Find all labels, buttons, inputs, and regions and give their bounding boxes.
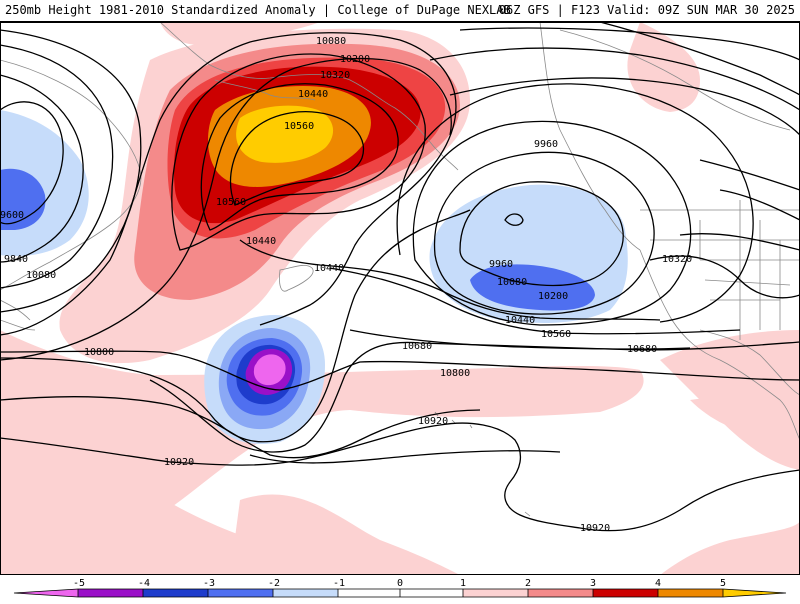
- contour-label-10440-mid2: 10440: [314, 263, 344, 274]
- colorbar-swatch-neg4: [78, 589, 143, 597]
- contour-label-10560-top: 10560: [284, 121, 314, 132]
- colorbar-tick-pos2: 2: [525, 578, 531, 589]
- colorbar-ticks: -5 -4 -3 -2 -1 0 1 2 3 4 5: [73, 578, 726, 589]
- anomaly-fill-positive-5: [236, 105, 334, 163]
- map-title: 250mb Height 1981-2010 Standardized Anom…: [5, 3, 511, 17]
- contour-label-10800-left: 10800: [84, 347, 114, 358]
- colorbar-swatch-pos1: [463, 589, 528, 597]
- height-contours: [0, 22, 800, 532]
- contour-label-10920-mid: 10920: [418, 416, 448, 427]
- colorbar-tick-pos5: 5: [720, 578, 726, 589]
- contour-label-10560-mid: 10560: [216, 197, 246, 208]
- contour-label-10080-left: 10080: [26, 270, 56, 281]
- contour-label-10560-low: 10560: [541, 329, 571, 340]
- colorbar-swatch-pos3: [593, 589, 658, 597]
- colorbar-tick-pos1: 1: [460, 578, 466, 589]
- contour-label-10920-bottom: 10920: [580, 523, 610, 534]
- colorbar-tick-neg5: -5: [73, 578, 85, 589]
- contour-label-9960-ne: 9960: [534, 139, 558, 150]
- colorbar-swatch-zero-neg: [338, 589, 400, 597]
- contour-label-9840-left: 9840: [4, 254, 28, 265]
- colorbar-swatch-neg3: [143, 589, 208, 597]
- colorbar-swatch-neg1: [273, 589, 338, 597]
- contour-label-10320-east: 10320: [662, 254, 692, 265]
- colorbar-tick-neg3: -3: [203, 578, 215, 589]
- colorbar-tick-neg4: -4: [138, 578, 150, 589]
- contour-label-9600-left: 9600: [0, 210, 24, 221]
- colorbar-tick-neg1: -1: [333, 578, 345, 589]
- colorbar-swatch-pos4: [658, 589, 723, 597]
- contour-label-9960-low: 9960: [489, 259, 513, 270]
- contour-label-10320-top: 10320: [320, 70, 350, 81]
- contour-label-10200-low: 10200: [538, 291, 568, 302]
- colorbar-tick-neg2: -2: [268, 578, 280, 589]
- colorbar-swatch-pos2: [528, 589, 593, 597]
- model-run-info: 06Z GFS | F123 Valid: 09Z SUN MAR 30 202…: [498, 3, 795, 17]
- contour-label-10440-mid: 10440: [246, 236, 276, 247]
- colorbar-tick-pos3: 3: [590, 578, 596, 589]
- contour-label-10200-top: 10200: [340, 54, 370, 65]
- colorbar-swatch-zero-pos: [400, 589, 463, 597]
- contour-label-10440-low: 10440: [505, 315, 535, 326]
- colorbar-tick-zero: 0: [397, 578, 403, 589]
- anomaly-map: 10080 10200 10320 10440 10560 10560 1044…: [0, 22, 800, 575]
- contour-label-10800-mid: 10800: [440, 368, 470, 379]
- anomaly-colorbar: -5 -4 -3 -2 -1 0 1 2 3 4 5: [0, 575, 800, 600]
- contour-label-10920-left: 10920: [164, 457, 194, 468]
- contour-labels: 10080 10200 10320 10440 10560 10560 1044…: [0, 36, 692, 534]
- contour-label-10080-top: 10080: [316, 36, 346, 47]
- colorbar-swatch-pos5: [723, 589, 786, 597]
- colorbar-ramp: [13, 588, 787, 598]
- anomaly-fill-negative-5: [253, 354, 286, 386]
- contour-label-10440-top: 10440: [298, 89, 328, 100]
- contour-label-10680-right: 10680: [627, 344, 657, 355]
- colorbar-swatch-neg2: [208, 589, 273, 597]
- map-header: 250mb Height 1981-2010 Standardized Anom…: [0, 0, 800, 22]
- contour-label-10680-mid: 10680: [402, 341, 432, 352]
- colorbar-tick-pos4: 4: [655, 578, 661, 589]
- contour-label-10080-low: 10080: [497, 277, 527, 288]
- colorbar-swatch-neg5: [14, 589, 78, 597]
